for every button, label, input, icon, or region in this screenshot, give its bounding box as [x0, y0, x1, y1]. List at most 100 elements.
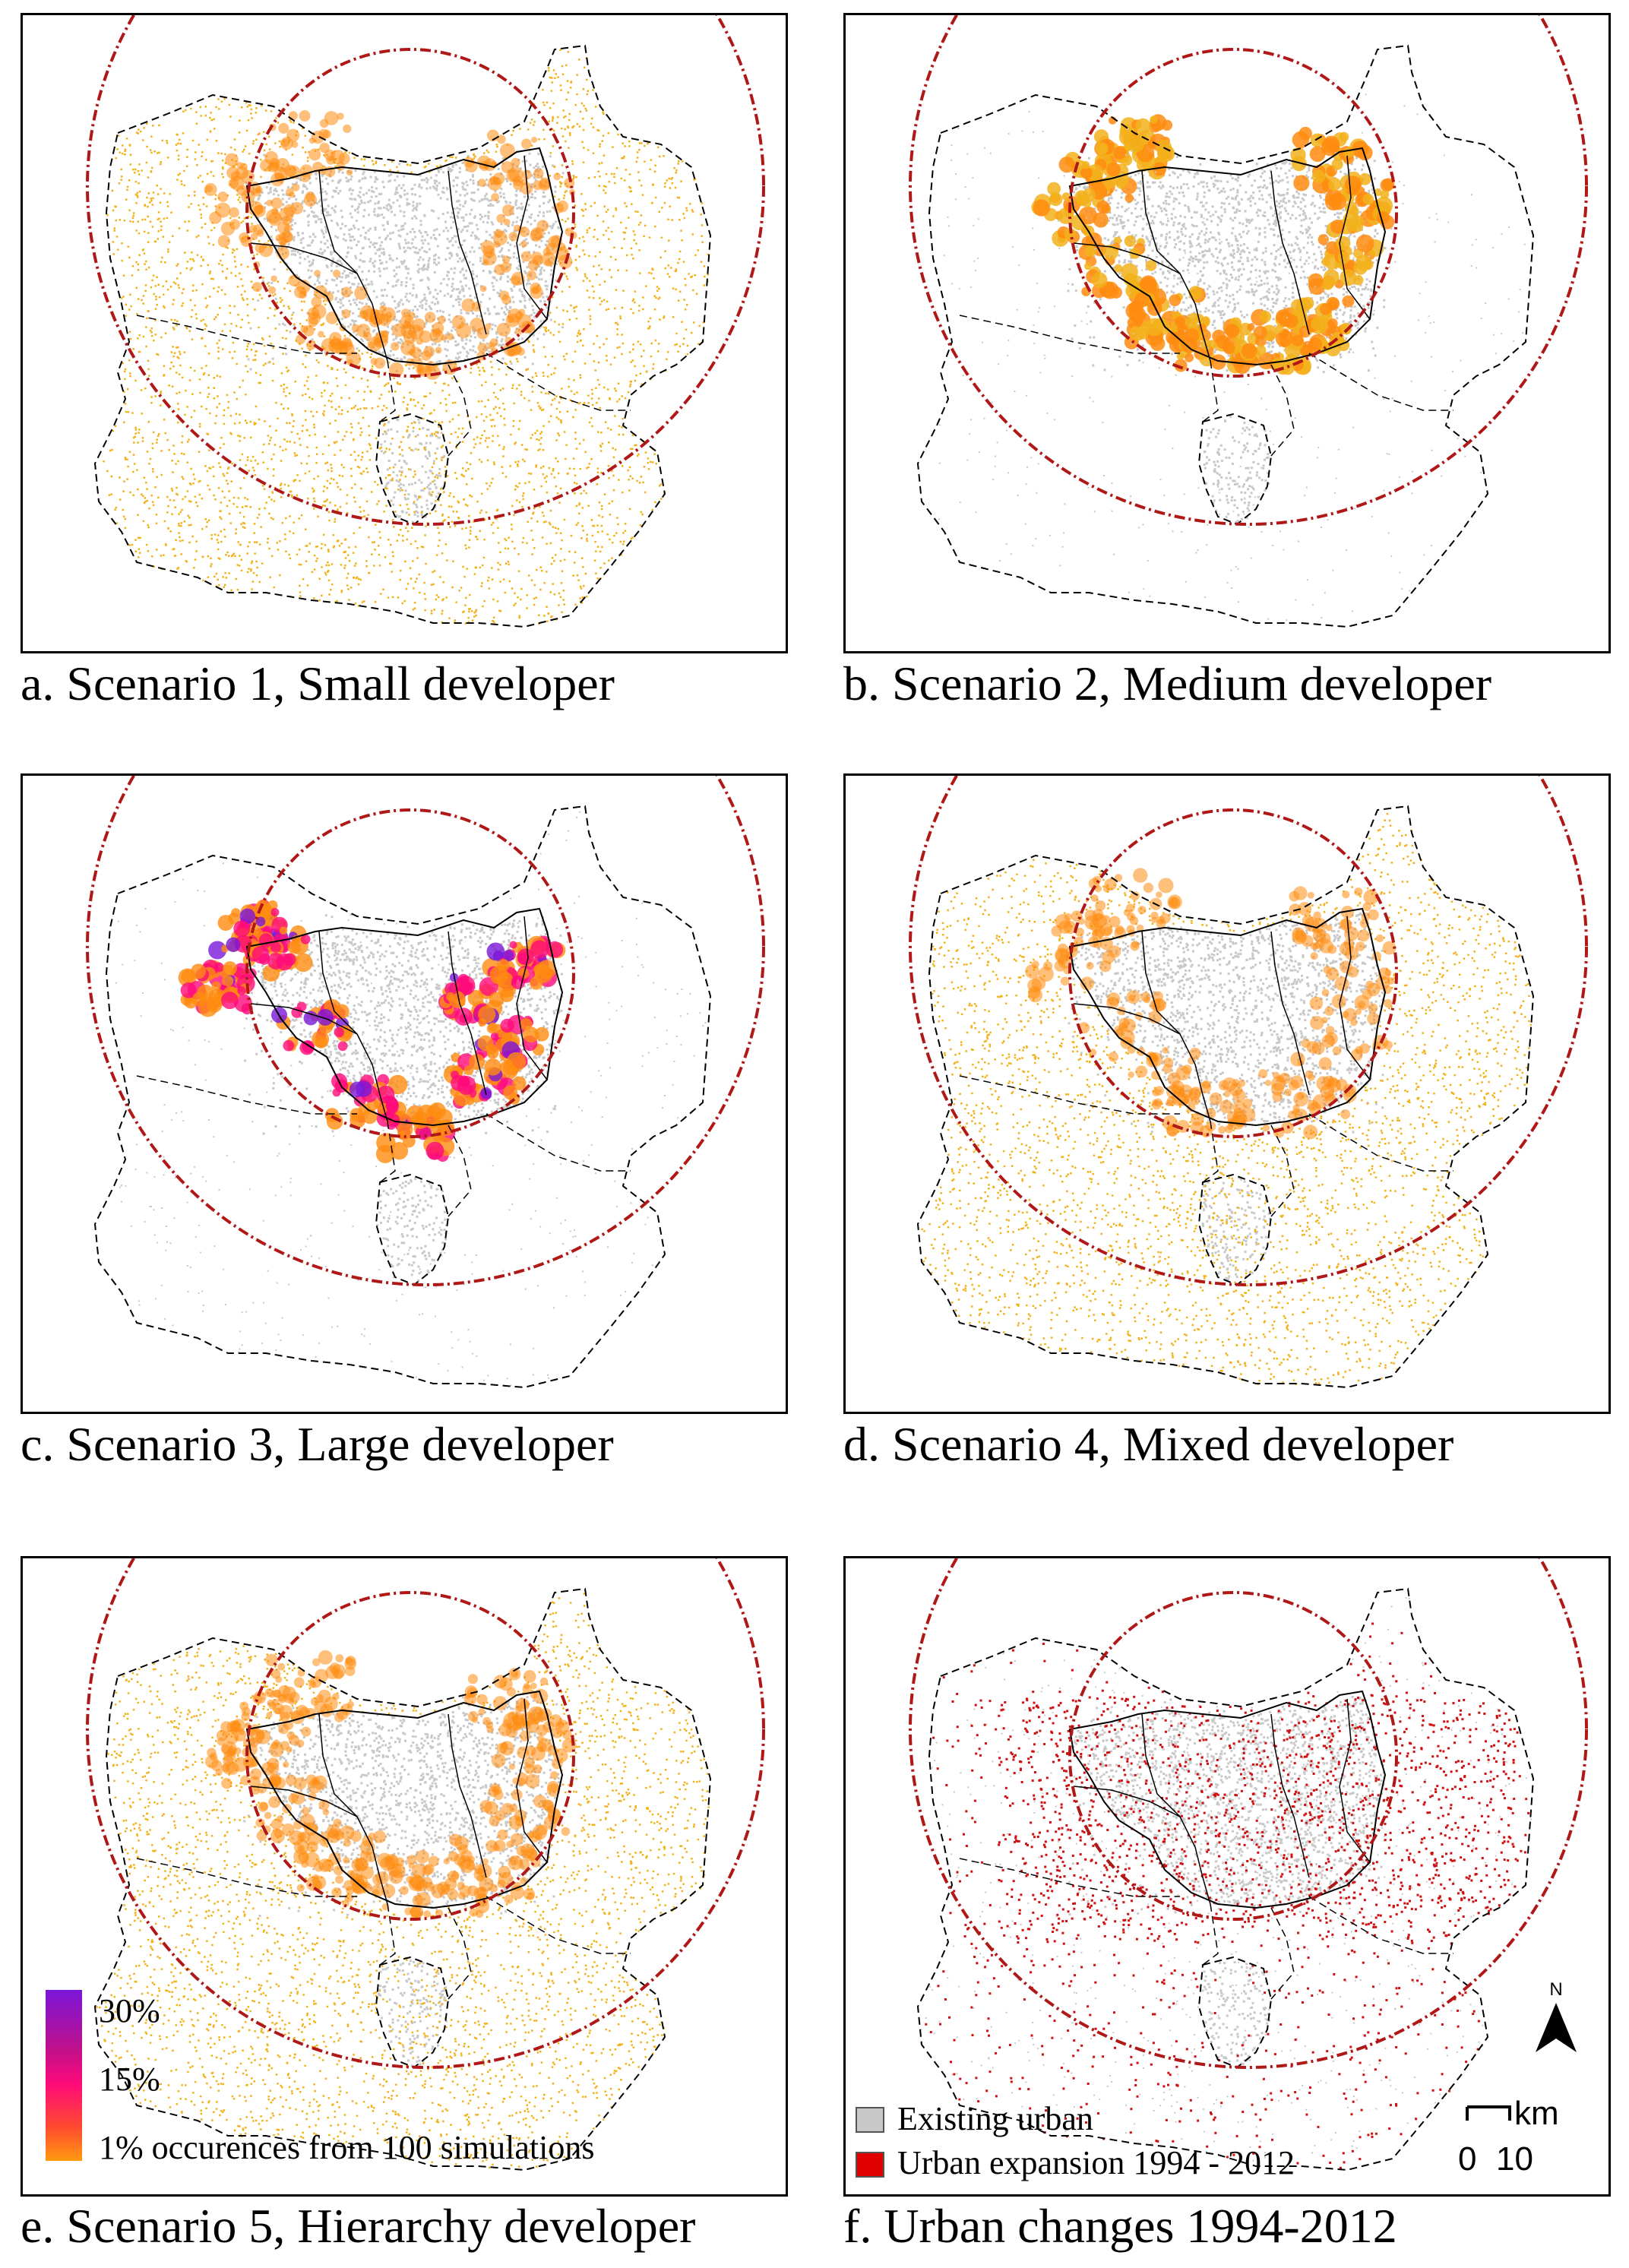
inner-boundary	[1270, 931, 1310, 1096]
inner-boundary	[1073, 1786, 1181, 1817]
city-boundary	[245, 147, 564, 366]
inner-boundary	[250, 1003, 358, 1035]
inner-boundary	[1270, 170, 1310, 335]
city-boundary	[245, 907, 564, 1127]
simulated-urban-layer	[115, 811, 707, 1387]
inner-boundary	[448, 1125, 472, 1217]
map-a	[86, 15, 765, 628]
inner-boundary	[516, 916, 548, 1080]
district-boundaries	[916, 44, 1535, 628]
south-district-boundary	[1197, 1173, 1273, 1286]
north-arrow: N	[1536, 1979, 1577, 2052]
inner-boundary	[379, 1121, 396, 1183]
simulated-urban-layer	[920, 1596, 1533, 2169]
inner-boundary	[1073, 1003, 1181, 1035]
region-boundary	[916, 44, 1535, 628]
inner-boundary	[379, 1903, 396, 1966]
north-arrow-icon	[1536, 2003, 1577, 2052]
urban-legend: Existing urban Urban expansion 1994 - 20…	[856, 2100, 1295, 2181]
legend-label-15: 15%	[99, 2061, 160, 2098]
caption-a: a. Scenario 1, Small developer	[21, 660, 615, 708]
map-content-b	[909, 15, 1588, 628]
inner-boundary	[1308, 353, 1453, 411]
outer-buffer-circle	[86, 776, 765, 1286]
scale-bar-unit: km	[1514, 2095, 1559, 2132]
map-content-c	[86, 776, 765, 1389]
inner-boundary	[448, 931, 487, 1096]
simulated-urban-layer	[936, 93, 1526, 622]
inner-boundary	[1270, 1907, 1295, 2000]
map-content-f	[909, 1558, 1588, 2172]
city-boundary	[1068, 147, 1387, 366]
region-boundary	[93, 805, 712, 1389]
inner-buffer-circle	[245, 808, 575, 1138]
inner-boundary	[448, 364, 472, 457]
district-boundaries	[93, 1587, 712, 2172]
region-boundary	[916, 805, 1535, 1389]
district-boundaries	[93, 44, 712, 628]
outer-buffer-circle	[86, 1558, 765, 2069]
map-content-a	[86, 15, 765, 628]
inner-boundary	[486, 353, 631, 411]
legend-label-1: 1% occurences from 100 simulations	[99, 2129, 595, 2166]
inner-buffer-circle	[245, 1591, 575, 1921]
scale-bar-line	[1466, 2105, 1511, 2121]
south-district-boundary	[1197, 413, 1273, 526]
urban-expansion-swatch	[856, 2152, 884, 2178]
inner-boundary	[1202, 1903, 1219, 1966]
scale-bar-tick-10: 10	[1496, 2140, 1533, 2178]
inner-boundary	[516, 1698, 548, 1863]
inner-boundary	[1202, 360, 1219, 422]
simulated-urban-layer	[103, 49, 709, 625]
simulated-urban-layer	[96, 1593, 710, 2170]
map-frame-c	[21, 773, 788, 1414]
district-boundaries	[916, 1587, 1535, 2172]
south-district-boundary	[375, 413, 450, 526]
inner-boundary	[250, 242, 358, 274]
inner-boundary	[448, 1907, 472, 2000]
caption-e: e. Scenario 5, Hierarchy developer	[21, 2202, 695, 2251]
region-boundary	[916, 1587, 1535, 2172]
inner-buffer-circle	[1068, 1591, 1398, 1921]
legend-urban-expansion: Urban expansion 1994 - 2012	[897, 2144, 1295, 2181]
outer-buffer-circle	[909, 776, 1588, 1286]
map-b	[909, 15, 1588, 628]
region-boundary	[93, 1587, 712, 2172]
inner-buffer-circle	[1068, 808, 1398, 1138]
inner-boundary	[1308, 1113, 1453, 1172]
map-frame-f: Existing urban Urban expansion 1994 - 20…	[843, 1556, 1611, 2197]
map-frame-b	[843, 13, 1611, 653]
inner-boundary	[1339, 1698, 1371, 1863]
inner-boundary	[1339, 155, 1371, 320]
city-boundary	[1068, 907, 1387, 1127]
caption-f: f. Urban changes 1994-2012	[843, 2202, 1397, 2251]
inner-boundary	[448, 170, 487, 335]
map-d	[909, 776, 1588, 1389]
city-boundary	[1068, 1690, 1387, 1909]
inner-boundary	[448, 1713, 487, 1878]
existing-urban-layer	[1068, 1696, 1386, 2067]
inner-boundary	[1073, 242, 1181, 274]
scale-bar: km 0 10	[1458, 2095, 1559, 2178]
inner-buffer-circle	[1068, 48, 1398, 378]
simulated-urban-layer	[921, 812, 1533, 1385]
map-c	[86, 776, 765, 1389]
south-district-boundary	[375, 1173, 450, 1286]
map-content-e	[86, 1558, 765, 2172]
inner-boundary	[250, 1786, 358, 1817]
inner-boundary	[379, 360, 396, 422]
map-frame-e: 30% 15% 1% occurences from 100 simulatio…	[21, 1556, 788, 2197]
legend-existing-urban: Existing urban	[897, 2100, 1093, 2137]
inner-boundary	[486, 1113, 631, 1172]
existing-urban-layer	[1068, 913, 1387, 1283]
map-frame-d	[843, 773, 1611, 1414]
inner-boundary	[516, 155, 548, 320]
caption-b: b. Scenario 2, Medium developer	[843, 660, 1491, 708]
caption-d: d. Scenario 4, Mixed developer	[843, 1420, 1453, 1469]
inner-boundary	[1270, 1125, 1295, 1217]
district-boundaries	[93, 805, 712, 1389]
outer-buffer-circle	[909, 1558, 1588, 2069]
map-f: Existing urban Urban expansion 1994 - 20…	[856, 1558, 1588, 2181]
outer-buffer-circle	[909, 15, 1588, 526]
legend-label-30: 30%	[99, 1992, 160, 2029]
